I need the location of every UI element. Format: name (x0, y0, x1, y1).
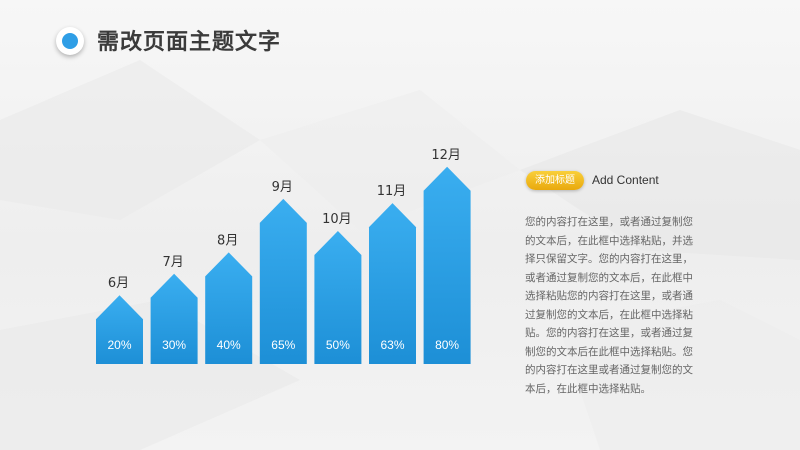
bar-10月 (314, 231, 362, 364)
bar-value-label: 63% (380, 338, 404, 352)
bar-category-label: 11月 (377, 184, 407, 199)
add-content-heading: Add Content (592, 173, 659, 187)
content-paragraph: 您的内容打在这里，或者通过复制您的文本后，在此框中选择粘贴，并选择只保留文字。您… (525, 216, 693, 395)
bar-value-label: 40% (217, 338, 241, 352)
bar-value-label: 50% (326, 338, 350, 352)
bar-value-label: 65% (271, 338, 295, 352)
bar-category-label: 7月 (162, 255, 183, 270)
bar-value-label: 80% (435, 338, 459, 352)
bar-category-label: 6月 (108, 276, 129, 291)
bar-value-label: 20% (107, 338, 131, 352)
bar-9月 (259, 198, 307, 364)
bar-8月 (205, 252, 253, 364)
bar-category-label: 12月 (431, 148, 461, 163)
bar-11月 (369, 203, 416, 364)
bar-12月 (423, 166, 471, 364)
title-bullet-icon (56, 27, 84, 55)
bar-category-label: 10月 (322, 212, 352, 227)
page-title: 需改页面主题文字 (97, 30, 282, 55)
add-title-badge: 添加标题 (526, 171, 584, 190)
bar-category-label: 9月 (272, 180, 293, 195)
bar-6月 (96, 295, 143, 364)
bar-value-label: 30% (162, 338, 186, 352)
bar-category-label: 8月 (217, 233, 238, 248)
bar-7月 (150, 273, 198, 364)
